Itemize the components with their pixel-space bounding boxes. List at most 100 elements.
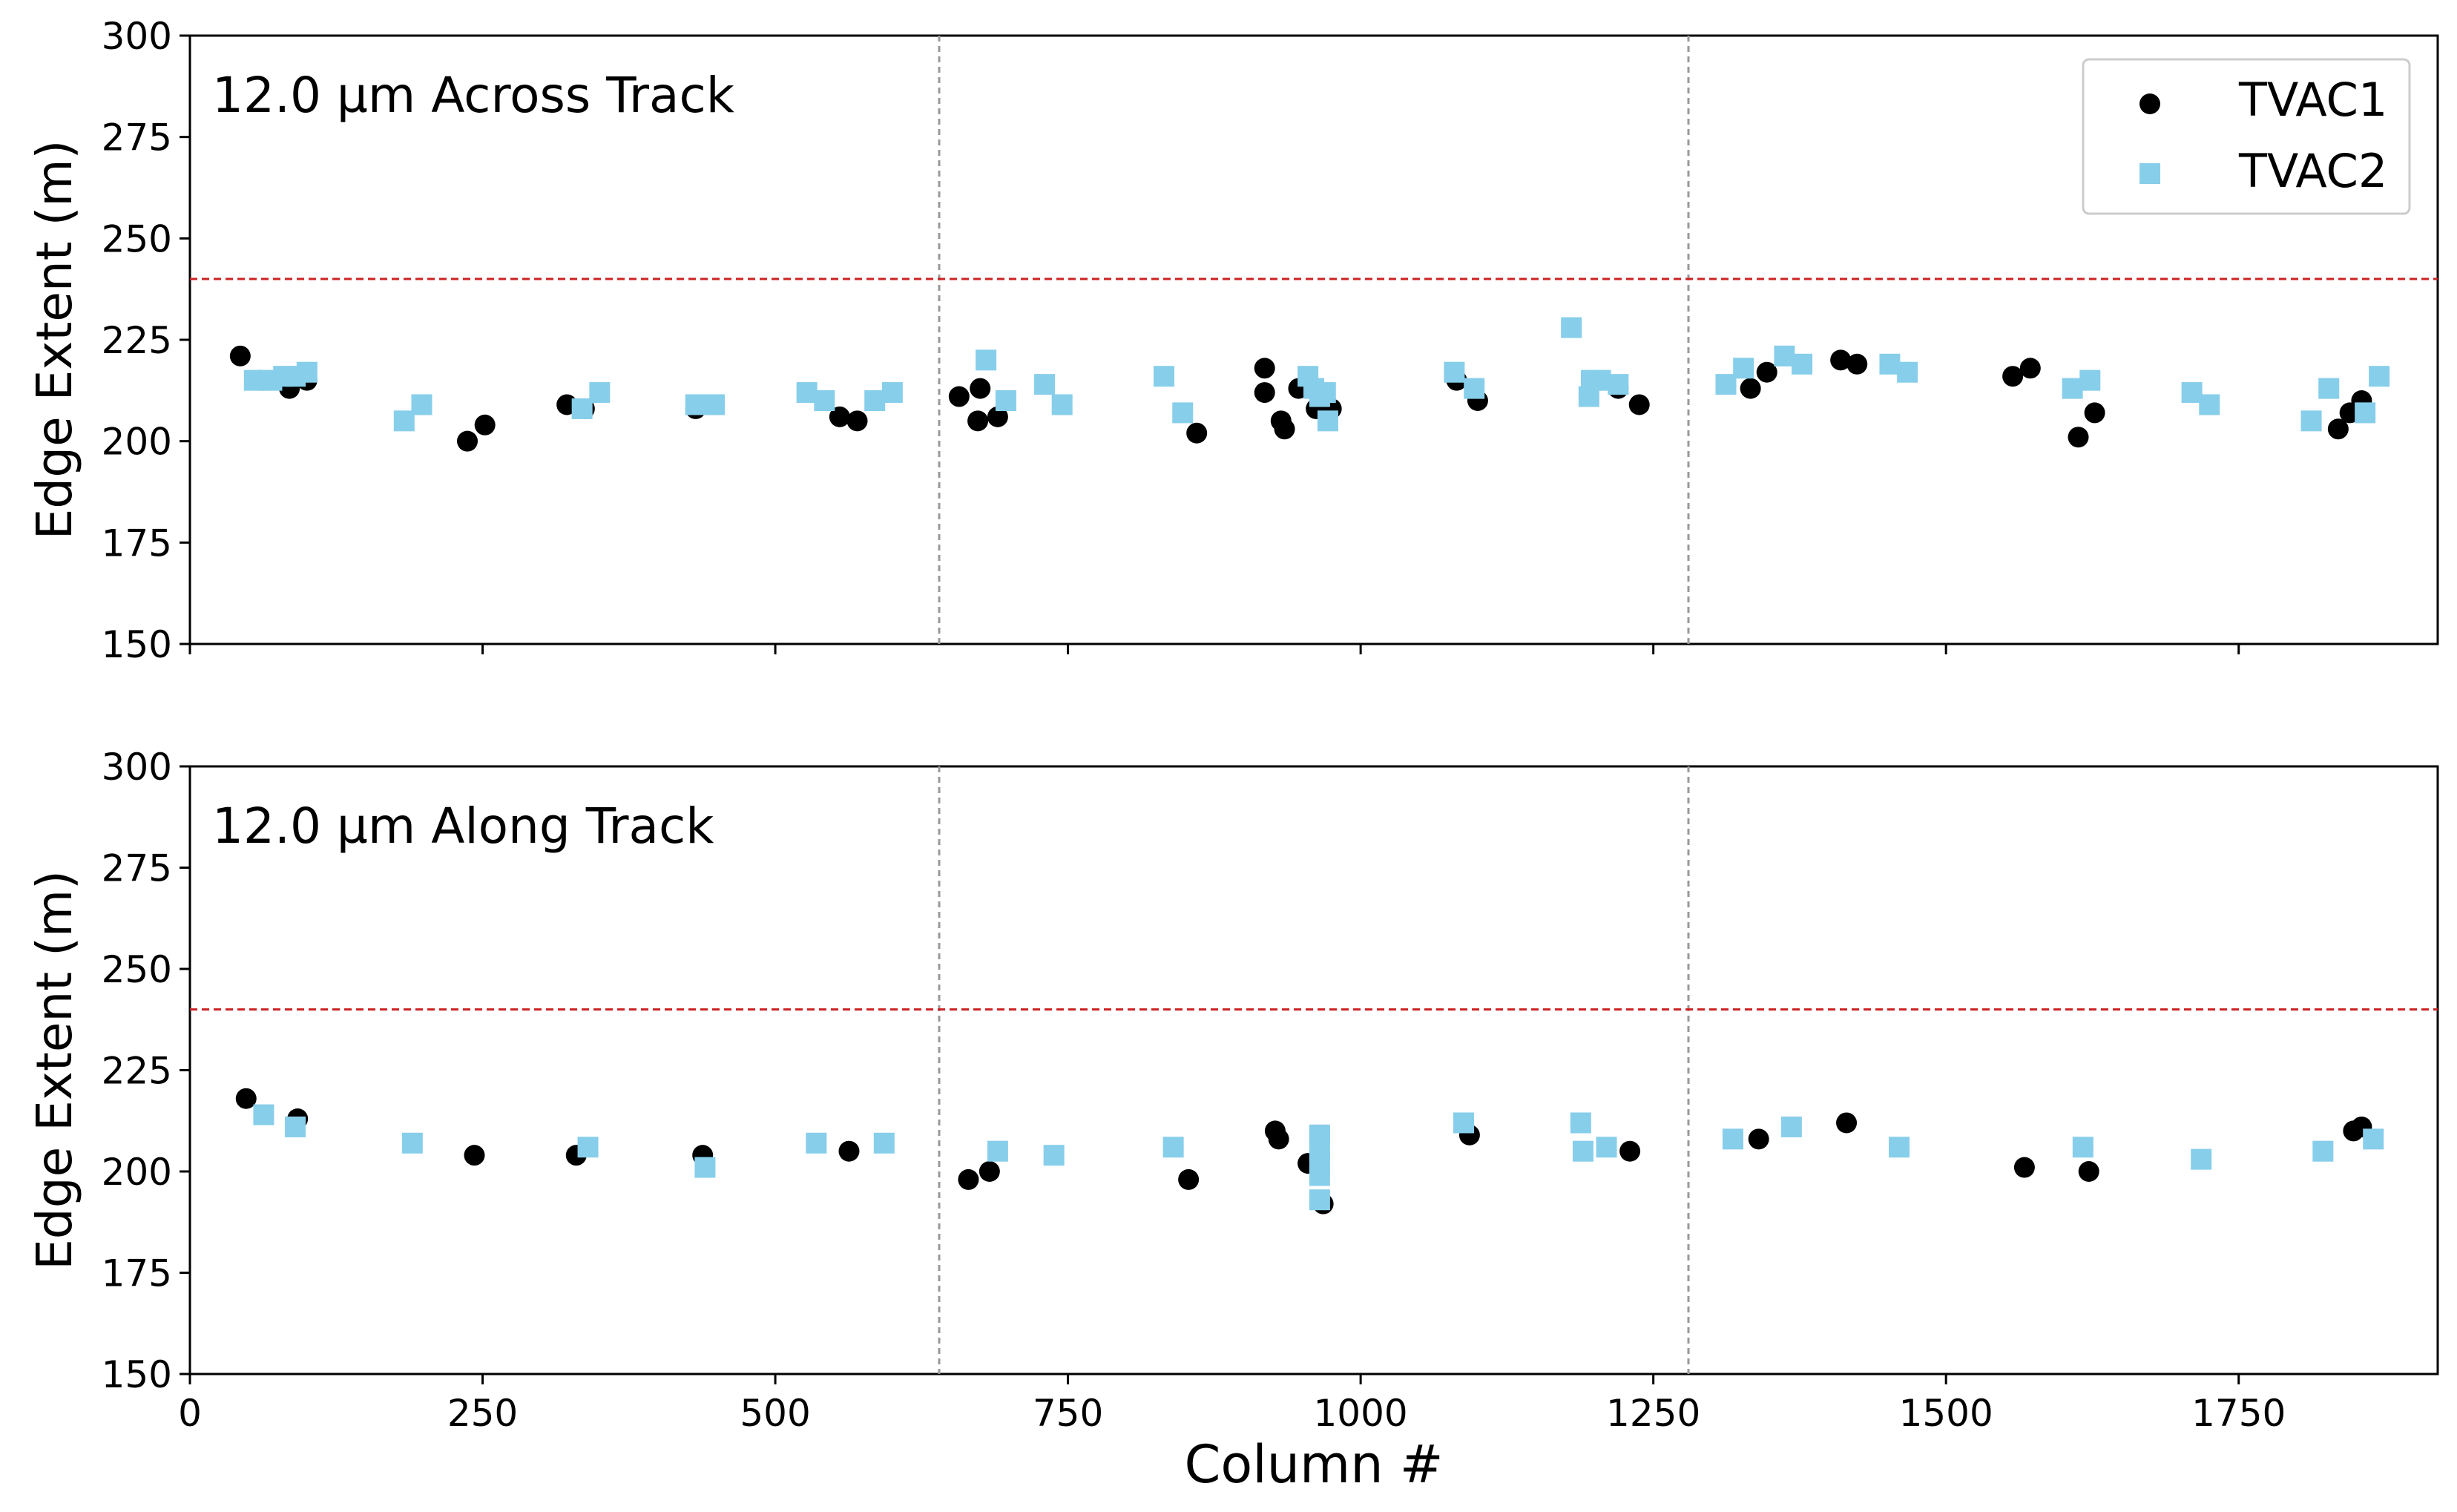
- point-tvac1: [1619, 1140, 1641, 1162]
- divider-lines: [938, 766, 1690, 1374]
- point-tvac2: [1590, 369, 1611, 391]
- legend-label-tvac1: TVAC1: [2238, 73, 2387, 127]
- point-tvac2: [393, 410, 415, 432]
- point-tvac1: [1254, 382, 1275, 404]
- point-tvac2: [1715, 374, 1737, 395]
- point-tvac1: [2068, 427, 2089, 448]
- point-tvac2: [2191, 1148, 2212, 1170]
- point-tvac1: [1254, 358, 1275, 379]
- point-tvac1: [1186, 422, 1208, 444]
- point-tvac2: [881, 382, 903, 404]
- point-tvac1: [970, 378, 991, 399]
- point-tvac2: [2199, 394, 2220, 415]
- point-tvac2: [2072, 1137, 2093, 1158]
- point-tvac2: [873, 1132, 895, 1154]
- point-tvac2: [796, 382, 818, 404]
- point-tvac1: [1628, 394, 1650, 415]
- y-tick-label: 150: [102, 1353, 172, 1396]
- point-tvac2: [976, 349, 997, 371]
- x-tick-label: 1500: [1899, 1392, 1993, 1435]
- point-tvac1: [229, 345, 251, 367]
- point-tvac1: [978, 1161, 1000, 1182]
- point-tvac2: [1792, 353, 1813, 375]
- point-tvac2: [814, 390, 835, 411]
- point-tvac1: [987, 406, 1008, 427]
- point-tvac2: [2312, 1140, 2334, 1162]
- point-tvac2: [1722, 1128, 1743, 1150]
- legend-marker-tvac2: [2139, 163, 2160, 184]
- point-tvac1: [1748, 1128, 1769, 1150]
- point-tvac2: [296, 361, 318, 383]
- point-tvac2: [2062, 378, 2083, 399]
- point-tvac2: [1774, 345, 1795, 367]
- point-tvac2: [577, 1137, 599, 1158]
- point-tvac2: [987, 1140, 1008, 1162]
- point-tvac1: [958, 1168, 979, 1190]
- x-axis-label: Column #: [1185, 1434, 1444, 1495]
- point-tvac2: [1889, 1137, 1910, 1158]
- point-tvac1: [948, 386, 970, 407]
- legend-box: [2082, 58, 2411, 215]
- point-tvac1: [2019, 358, 2041, 379]
- y-tick-label: 300: [102, 15, 172, 58]
- y-tick-label: 225: [102, 1050, 172, 1093]
- point-tvac2: [2300, 410, 2322, 432]
- legend-marker-tvac1: [2139, 93, 2160, 114]
- point-tvac1: [474, 414, 496, 435]
- x-axis-ticks: 0 250 500 750 1000 1250 1500 1750: [178, 1374, 2286, 1435]
- x-tick-label: 500: [740, 1392, 810, 1435]
- panel-title: 12.0 µm Along Track: [212, 798, 714, 855]
- point-tvac2: [694, 1157, 716, 1178]
- point-tvac2: [1453, 1112, 1474, 1134]
- point-tvac2: [1608, 374, 1629, 395]
- x-tick-label: 250: [447, 1392, 518, 1435]
- point-tvac1: [457, 430, 478, 452]
- data-points: [229, 317, 2390, 452]
- y-tick-label: 275: [102, 116, 172, 160]
- data-points: [235, 1088, 2384, 1214]
- point-tvac2: [2318, 378, 2340, 399]
- point-tvac2: [1034, 374, 1056, 395]
- point-tvac2: [571, 398, 593, 419]
- y-axis-ticks: 150 175 200 225 250 275 300: [102, 15, 190, 666]
- point-tvac1: [838, 1140, 860, 1162]
- point-tvac2: [1879, 353, 1901, 375]
- y-tick-label: 275: [102, 847, 172, 890]
- divider-lines: [938, 36, 1690, 644]
- point-tvac2: [864, 390, 886, 411]
- point-tvac1: [235, 1088, 257, 1109]
- point-tvac2: [411, 394, 432, 415]
- point-tvac1: [1268, 1128, 1289, 1150]
- point-tvac2: [285, 1116, 306, 1137]
- point-tvac2: [2355, 402, 2376, 424]
- y-axis-ticks: 150 175 200 225 250 275 300: [102, 746, 190, 1396]
- point-tvac2: [704, 394, 725, 415]
- point-tvac2: [1315, 382, 1336, 404]
- x-tick-label: 1250: [1606, 1392, 1700, 1435]
- y-tick-label: 225: [102, 319, 172, 362]
- y-tick-label: 250: [102, 948, 172, 991]
- panel-along-track: 150 175 200 225 250 275 300 0 250 500 750 1000 1250…: [26, 746, 2439, 1495]
- plot-area-frame: [188, 765, 2439, 1375]
- y-tick-label: 175: [102, 522, 172, 565]
- point-tvac2: [806, 1132, 827, 1154]
- point-tvac1: [967, 410, 989, 432]
- point-tvac2: [1596, 1137, 1617, 1158]
- point-tvac2: [401, 1132, 423, 1154]
- point-tvac1: [1846, 353, 1868, 375]
- x-axis-ticks: [188, 644, 2240, 654]
- point-tvac2: [1780, 1116, 1802, 1137]
- point-tvac2: [1162, 1137, 1184, 1158]
- point-tvac1: [1274, 418, 1295, 440]
- point-tvac1: [846, 410, 868, 432]
- legend: TVAC1 TVAC2: [2082, 58, 2411, 215]
- point-tvac1: [1830, 349, 1852, 371]
- point-tvac1: [2084, 402, 2105, 424]
- point-tvac1: [1756, 361, 1777, 383]
- point-tvac2: [2079, 369, 2101, 391]
- point-tvac2: [685, 394, 706, 415]
- point-tvac2: [1043, 1145, 1065, 1166]
- point-tvac2: [1897, 361, 1918, 383]
- point-tvac2: [1309, 1165, 1330, 1186]
